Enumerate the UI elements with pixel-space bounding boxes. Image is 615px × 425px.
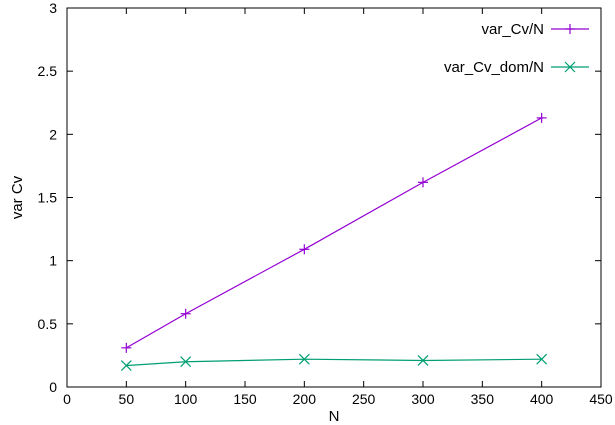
x-axis-label: N: [329, 408, 340, 425]
data-point: [120, 360, 132, 371]
data-point: [298, 353, 310, 365]
x-tick-label: 300: [411, 391, 435, 407]
y-tick-label: 1: [49, 253, 57, 269]
x-tick-label: 200: [293, 391, 317, 407]
legend-label-1: var_Cv/N: [481, 21, 544, 38]
data-point: [536, 353, 548, 365]
data-point: [180, 356, 192, 368]
y-tick-label: 1.5: [38, 190, 58, 206]
data-point: [180, 308, 191, 319]
y-tick-label: 2.5: [38, 63, 58, 79]
y-tick-label: 0.5: [38, 316, 58, 332]
x-tick-label: 250: [352, 391, 376, 407]
data-point: [417, 355, 429, 366]
data-point: [536, 112, 547, 123]
x-tick-label: 0: [63, 391, 71, 407]
x-tick-label: 350: [471, 391, 495, 407]
legend: var_Cv/N var_Cv_dom/N: [444, 21, 589, 76]
y-axis-label: var Cv: [9, 175, 26, 219]
x-tick-label: 150: [233, 391, 257, 407]
data-point: [418, 177, 428, 188]
x-tick-label: 50: [119, 391, 135, 407]
legend-label-2: var_Cv_dom/N: [444, 59, 544, 76]
ticks-layer: 0 50 100 150 200 250 300 350 400 450 0 0.5 1 1.5 2 2.5 3: [38, 0, 613, 407]
series-layer: [120, 112, 548, 371]
y-tick-label: 2: [49, 126, 57, 142]
plot-frame: [66, 7, 602, 388]
y-tick-label: 3: [49, 0, 57, 16]
legend-marker-2: [564, 61, 576, 73]
x-tick-label: 450: [589, 391, 613, 407]
x-tick-label: 100: [174, 391, 198, 407]
x-tick-label: 400: [530, 391, 554, 407]
data-point: [299, 244, 310, 255]
data-point: [121, 342, 132, 353]
y-tick-label: 0: [49, 379, 57, 395]
legend-marker-1: [565, 24, 575, 34]
